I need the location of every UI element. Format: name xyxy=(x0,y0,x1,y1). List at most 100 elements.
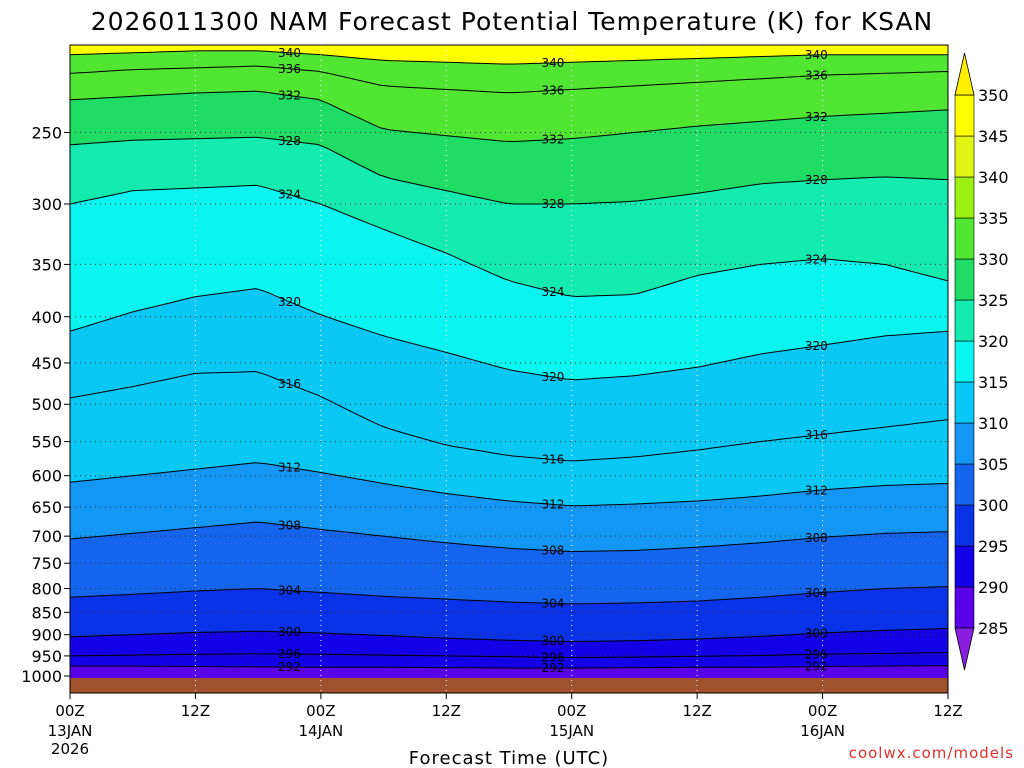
contour-line-316 xyxy=(70,371,948,462)
colorbar-label-310: 310 xyxy=(978,414,1009,433)
x-tick-label-date: 16JAN xyxy=(800,722,845,740)
x-tick-label-time: 12Z xyxy=(933,702,962,720)
contour-label-296: 296 xyxy=(541,650,564,664)
x-tick-label-time: 12Z xyxy=(181,702,210,720)
contour-label-312: 312 xyxy=(805,483,828,497)
contour-label-292: 292 xyxy=(278,660,301,674)
contour-label-296: 296 xyxy=(805,647,828,661)
contour-label-340: 340 xyxy=(805,48,828,62)
y-tick-label-650: 650 xyxy=(31,498,62,517)
contour-line-300 xyxy=(70,628,948,642)
x-tick-label-date: 13JAN xyxy=(48,722,93,740)
contour-label-292: 292 xyxy=(805,660,828,674)
contour-line-292 xyxy=(70,665,948,669)
colorbar-segment-335 xyxy=(954,176,975,219)
contour-label-300: 300 xyxy=(541,634,564,648)
colorbar-label-300: 300 xyxy=(978,496,1009,515)
ground-strip xyxy=(70,678,948,693)
credit-text: coolwx.com/models xyxy=(849,744,1014,762)
y-tick-label-750: 750 xyxy=(31,554,62,573)
colorbar-label-335: 335 xyxy=(978,209,1009,228)
chart-title: 2026011300 NAM Forecast Potential Temper… xyxy=(91,7,934,36)
y-tick-label-400: 400 xyxy=(31,308,62,327)
y-tick-label-250: 250 xyxy=(31,123,62,142)
colorbar-segment-295 xyxy=(954,504,975,547)
contour-label-308: 308 xyxy=(278,519,301,533)
x-tick-label-time: 00Z xyxy=(306,702,335,720)
colorbar-top-arrow xyxy=(954,52,975,96)
contour-label-312: 312 xyxy=(278,460,301,474)
y-tick-label-1000: 1000 xyxy=(21,667,62,686)
y-tick-label-850: 850 xyxy=(31,603,62,622)
contour-label-328: 328 xyxy=(805,173,828,187)
contour-label-336: 336 xyxy=(541,83,564,97)
colorbar-label-315: 315 xyxy=(978,373,1009,392)
y-tick-label-600: 600 xyxy=(31,467,62,486)
x-axis-label: Forecast Time (UTC) xyxy=(409,748,609,768)
colorbar-label-285: 285 xyxy=(978,619,1009,638)
contour-line-296 xyxy=(70,652,948,658)
colorbar-segment-345 xyxy=(954,94,975,137)
contour-line-324 xyxy=(70,184,948,298)
contour-label-340: 340 xyxy=(278,46,301,60)
contour-label-336: 336 xyxy=(278,62,301,76)
colorbar-segment-325 xyxy=(954,258,975,301)
contour-line-312 xyxy=(70,462,948,507)
colorbar-segment-290 xyxy=(954,545,975,588)
contour-label-324: 324 xyxy=(805,252,828,266)
contour-label-316: 316 xyxy=(541,452,564,466)
contour-line-340 xyxy=(70,50,948,65)
contour-label-320: 320 xyxy=(541,370,564,384)
y-tick-label-500: 500 xyxy=(31,395,62,414)
colorbar-segment-320 xyxy=(954,299,975,342)
colorbar-segment-285 xyxy=(954,586,975,629)
y-tick-label-700: 700 xyxy=(31,527,62,546)
contour-label-320: 320 xyxy=(278,295,301,309)
colorbar-label-330: 330 xyxy=(978,250,1009,269)
contour-label-300: 300 xyxy=(805,626,828,640)
colorbar-label-320: 320 xyxy=(978,332,1009,351)
contour-label-316: 316 xyxy=(278,377,301,391)
contour-line-304 xyxy=(70,586,948,605)
contour-label-304: 304 xyxy=(541,596,564,610)
colorbar-label-305: 305 xyxy=(978,455,1009,474)
colorbar-label-295: 295 xyxy=(978,537,1009,556)
contour-label-332: 332 xyxy=(278,89,301,103)
y-tick-label-450: 450 xyxy=(31,354,62,373)
colorbar-label-345: 345 xyxy=(978,127,1009,146)
contour-label-304: 304 xyxy=(278,583,301,597)
contour-line-320 xyxy=(70,288,948,381)
x-tick-label-date: 14JAN xyxy=(298,722,343,740)
contour-line-328 xyxy=(70,136,948,205)
y-tick-label-800: 800 xyxy=(31,580,62,599)
contour-label-328: 328 xyxy=(541,197,564,211)
x-tick-label-time: 12Z xyxy=(682,702,711,720)
colorbar-segment-330 xyxy=(954,217,975,260)
contour-label-296: 296 xyxy=(278,647,301,661)
colorbar-segment-300 xyxy=(954,463,975,506)
contour-line-308 xyxy=(70,521,948,553)
contour-label-320: 320 xyxy=(805,339,828,353)
plot-frame xyxy=(69,44,949,694)
grid-lines xyxy=(70,45,948,693)
contour-label-332: 332 xyxy=(805,110,828,124)
colorbar-label-350: 350 xyxy=(978,86,1009,105)
contour-label-332: 332 xyxy=(541,133,564,147)
contour-label-324: 324 xyxy=(278,188,301,202)
contour-label-324: 324 xyxy=(541,285,564,299)
colorbar-segment-305 xyxy=(954,422,975,465)
colorbar-label-340: 340 xyxy=(978,168,1009,187)
plot-area xyxy=(70,45,948,693)
y-tick-label-300: 300 xyxy=(31,195,62,214)
contour-label-340: 340 xyxy=(541,56,564,70)
colorbar-bottom-arrow xyxy=(954,627,975,671)
contour-line-332 xyxy=(70,90,948,143)
y-tick-label-900: 900 xyxy=(31,626,62,645)
contour-label-312: 312 xyxy=(541,497,564,511)
contour-label-292: 292 xyxy=(541,661,564,675)
axes: 250 300 350 400 450 500 550 600 650 700 750 800 850 9… xyxy=(21,44,963,758)
contour-label-316: 316 xyxy=(805,428,828,442)
x-tick-label-time: 00Z xyxy=(55,702,84,720)
y-tick-label-350: 350 xyxy=(31,255,62,274)
